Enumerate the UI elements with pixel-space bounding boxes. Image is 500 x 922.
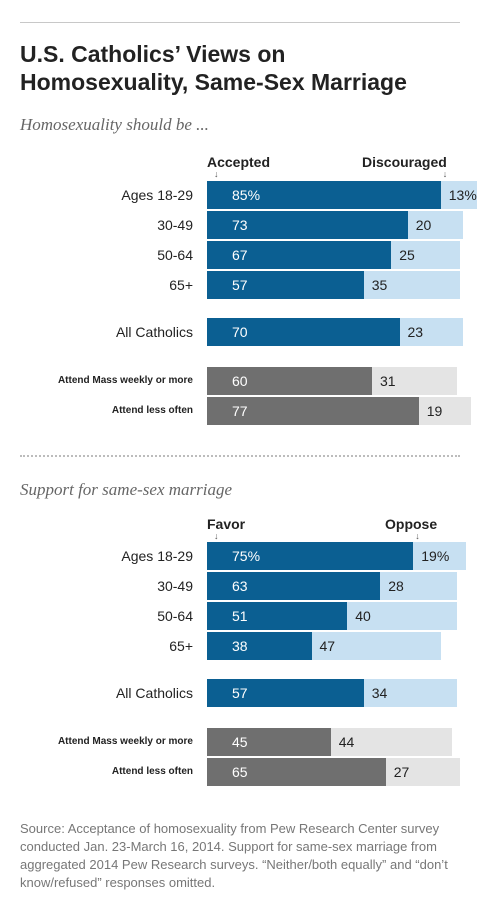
bar-oppose: 40 <box>347 602 458 630</box>
bar-oppose: 27 <box>385 758 460 786</box>
right-column-heading: Oppose <box>385 516 438 532</box>
bar-value-label: 75% <box>232 548 261 564</box>
bar-value-label: 35 <box>371 277 388 293</box>
bar-value-label: 34 <box>371 685 388 701</box>
bar-value-label: 57 <box>232 277 248 293</box>
left-column-heading: Favor <box>207 516 246 532</box>
bar-discouraged: 19 <box>418 397 471 425</box>
bar-accepted: 57 <box>207 271 364 299</box>
left-heading-tick: ↓ <box>214 531 219 541</box>
bar-value-label: 19 <box>426 403 443 419</box>
bar-favor: 65 <box>207 758 386 786</box>
bar-value-label: 47 <box>319 638 336 654</box>
bar-favor: 38 <box>207 632 312 660</box>
bar-value-label: 23 <box>407 324 424 340</box>
right-column-heading: Discouraged <box>362 154 447 170</box>
bar-discouraged: 13% <box>440 181 477 209</box>
left-column-heading: Accepted <box>207 154 271 170</box>
chart-title-line1: U.S. Catholics’ Views on <box>20 41 286 67</box>
bar-accepted: 73 <box>207 211 408 239</box>
row-label: 50-64 <box>157 608 193 624</box>
bar-value-label: 19% <box>421 548 450 564</box>
row-label: Attend Mass weekly or more <box>57 736 193 747</box>
bar-value-label: 28 <box>388 578 404 594</box>
row-label: Ages 18-29 <box>121 187 193 203</box>
bar-value-label: 57 <box>232 685 248 701</box>
bar-favor: 75% <box>207 542 414 570</box>
row-label: 30-49 <box>157 578 193 594</box>
bar-value-label: 67 <box>232 247 248 263</box>
bar-oppose: 47 <box>311 632 441 660</box>
bar-accepted: 70 <box>207 318 400 346</box>
row-label: Attend less often <box>111 405 193 416</box>
bar-value-label: 31 <box>380 373 396 389</box>
bar-oppose: 19% <box>413 542 466 570</box>
row-label: Attend Mass weekly or more <box>57 375 193 386</box>
row-label: 50-64 <box>157 247 193 263</box>
row-label: 65+ <box>169 277 193 293</box>
bar-discouraged: 35 <box>363 271 460 299</box>
row-label: All Catholics <box>115 324 193 340</box>
bar-value-label: 60 <box>232 373 248 389</box>
bar-value-label: 70 <box>232 324 248 340</box>
chart-title-line2: Homosexuality, Same-Sex Marriage <box>20 69 407 95</box>
bar-value-label: 51 <box>232 608 248 624</box>
panel-subtitle: Homosexuality should be ... <box>20 115 209 134</box>
bar-value-label: 77 <box>232 403 248 419</box>
bar-oppose: 44 <box>330 728 452 756</box>
row-label: Ages 18-29 <box>121 548 193 564</box>
bar-value-label: 45 <box>232 734 248 750</box>
panel-subtitle: Support for same-sex marriage <box>20 480 233 499</box>
bar-favor: 63 <box>207 572 381 600</box>
right-heading-tick: ↓ <box>415 531 420 541</box>
bar-value-label: 25 <box>399 247 415 263</box>
bar-value-label: 73 <box>232 217 248 233</box>
bar-favor: 51 <box>207 602 348 630</box>
row-label: 30-49 <box>157 217 193 233</box>
bar-favor: 45 <box>207 728 331 756</box>
bar-oppose: 34 <box>363 679 458 707</box>
bar-value-label: 44 <box>338 734 355 750</box>
bar-value-label: 85% <box>232 187 261 203</box>
bar-favor: 57 <box>207 679 364 707</box>
row-label: All Catholics <box>115 685 193 701</box>
bar-value-label: 27 <box>393 764 410 780</box>
bar-value-label: 65 <box>232 764 248 780</box>
row-label: Attend less often <box>111 766 193 777</box>
bar-value-label: 40 <box>355 608 371 624</box>
bar-discouraged: 20 <box>407 211 463 239</box>
left-heading-tick: ↓ <box>214 169 219 179</box>
row-label: 65+ <box>169 638 193 654</box>
panel-divider <box>20 455 460 457</box>
bar-accepted: 60 <box>207 367 372 395</box>
top-rule <box>20 22 460 23</box>
bar-value-label: 13% <box>448 187 477 203</box>
chart-title: U.S. Catholics’ Views on Homosexuality, … <box>20 40 480 96</box>
right-heading-tick: ↓ <box>442 169 448 179</box>
bar-discouraged: 25 <box>391 241 460 269</box>
bar-accepted: 67 <box>207 241 392 269</box>
bar-value-label: 38 <box>232 638 248 654</box>
bar-accepted: 85% <box>207 181 441 209</box>
bar-value-label: 63 <box>232 578 248 594</box>
bar-oppose: 28 <box>380 572 458 600</box>
bar-discouraged: 31 <box>372 367 458 395</box>
bar-accepted: 77 <box>207 397 419 425</box>
source-note: Source: Acceptance of homosexuality from… <box>20 821 448 890</box>
bar-value-label: 20 <box>415 217 432 233</box>
bar-discouraged: 23 <box>399 318 463 346</box>
